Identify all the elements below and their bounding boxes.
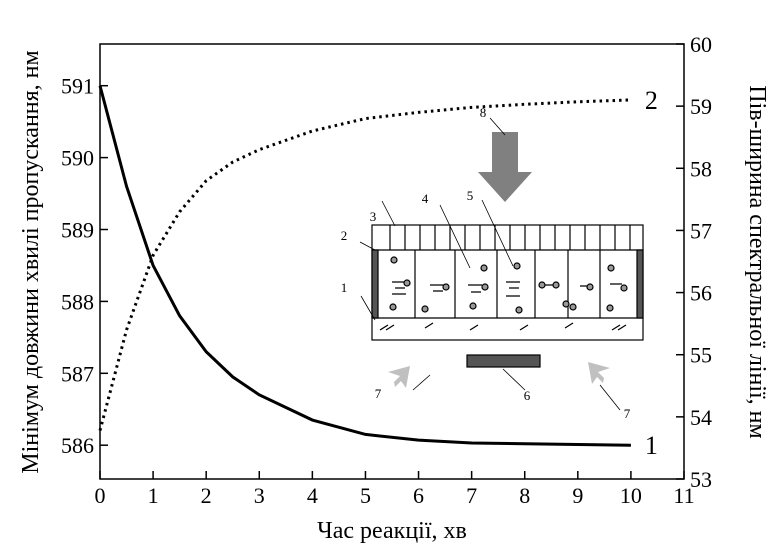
y2-tick-label: 56 <box>690 281 712 306</box>
y2-tick-label: 60 <box>690 32 712 57</box>
arrow-up-right <box>388 366 410 388</box>
x-tick-label: 4 <box>307 483 318 508</box>
side-bar <box>637 250 643 318</box>
inset-label: 2 <box>341 228 348 243</box>
series-label: 1 <box>645 431 658 460</box>
x-tick-label: 5 <box>360 483 371 508</box>
y-tick-label: 590 <box>61 146 94 171</box>
arrow-up-left <box>588 362 610 384</box>
inset-diagram <box>360 118 643 410</box>
arrow-down <box>478 132 532 202</box>
y-tick-label: 587 <box>61 361 94 386</box>
x-tick-label: 0 <box>95 483 106 508</box>
y-tick-label: 589 <box>61 218 94 243</box>
chart: Час реакції, хв Мінімум довжини хвилі пр… <box>0 0 769 547</box>
inset-label: 7 <box>375 386 382 401</box>
y-tick-label: 588 <box>61 289 94 314</box>
y2-tick-label: 57 <box>690 218 712 243</box>
x-tick-label: 9 <box>572 483 583 508</box>
y2-tick-label: 58 <box>690 156 712 181</box>
x-tick-label: 8 <box>519 483 530 508</box>
inset-label: 3 <box>370 209 377 224</box>
y2-tick-label: 53 <box>690 467 712 492</box>
y2-tick-label: 55 <box>690 343 712 368</box>
x-tick-label: 1 <box>148 483 159 508</box>
x-tick-label: 6 <box>413 483 424 508</box>
y2-axis-label: Пів-ширина спектральної лінії, нм <box>744 85 769 438</box>
y2-tick-label: 59 <box>690 94 712 119</box>
inset-label: 6 <box>524 388 531 403</box>
y2-tick-label: 54 <box>690 405 712 430</box>
y-axis-label: Мінімум довжини хвилі пропускання, нм <box>18 50 44 473</box>
inset-label: 7 <box>624 406 631 421</box>
inset-label: 5 <box>467 188 474 203</box>
x-axis-label: Час реакції, хв <box>317 518 467 544</box>
y-tick-label: 591 <box>61 74 94 99</box>
x-tick-label: 2 <box>201 483 212 508</box>
sensor <box>467 355 540 367</box>
inset-label: 1 <box>341 280 348 295</box>
y-tick-label: 586 <box>61 433 94 458</box>
x-tick-label: 10 <box>620 483 642 508</box>
inset-label: 4 <box>422 191 429 206</box>
side-bar <box>372 250 378 318</box>
x-tick-label: 7 <box>466 483 477 508</box>
series-label: 2 <box>645 86 658 115</box>
inset-label: 8 <box>480 105 487 120</box>
x-tick-label: 3 <box>254 483 265 508</box>
